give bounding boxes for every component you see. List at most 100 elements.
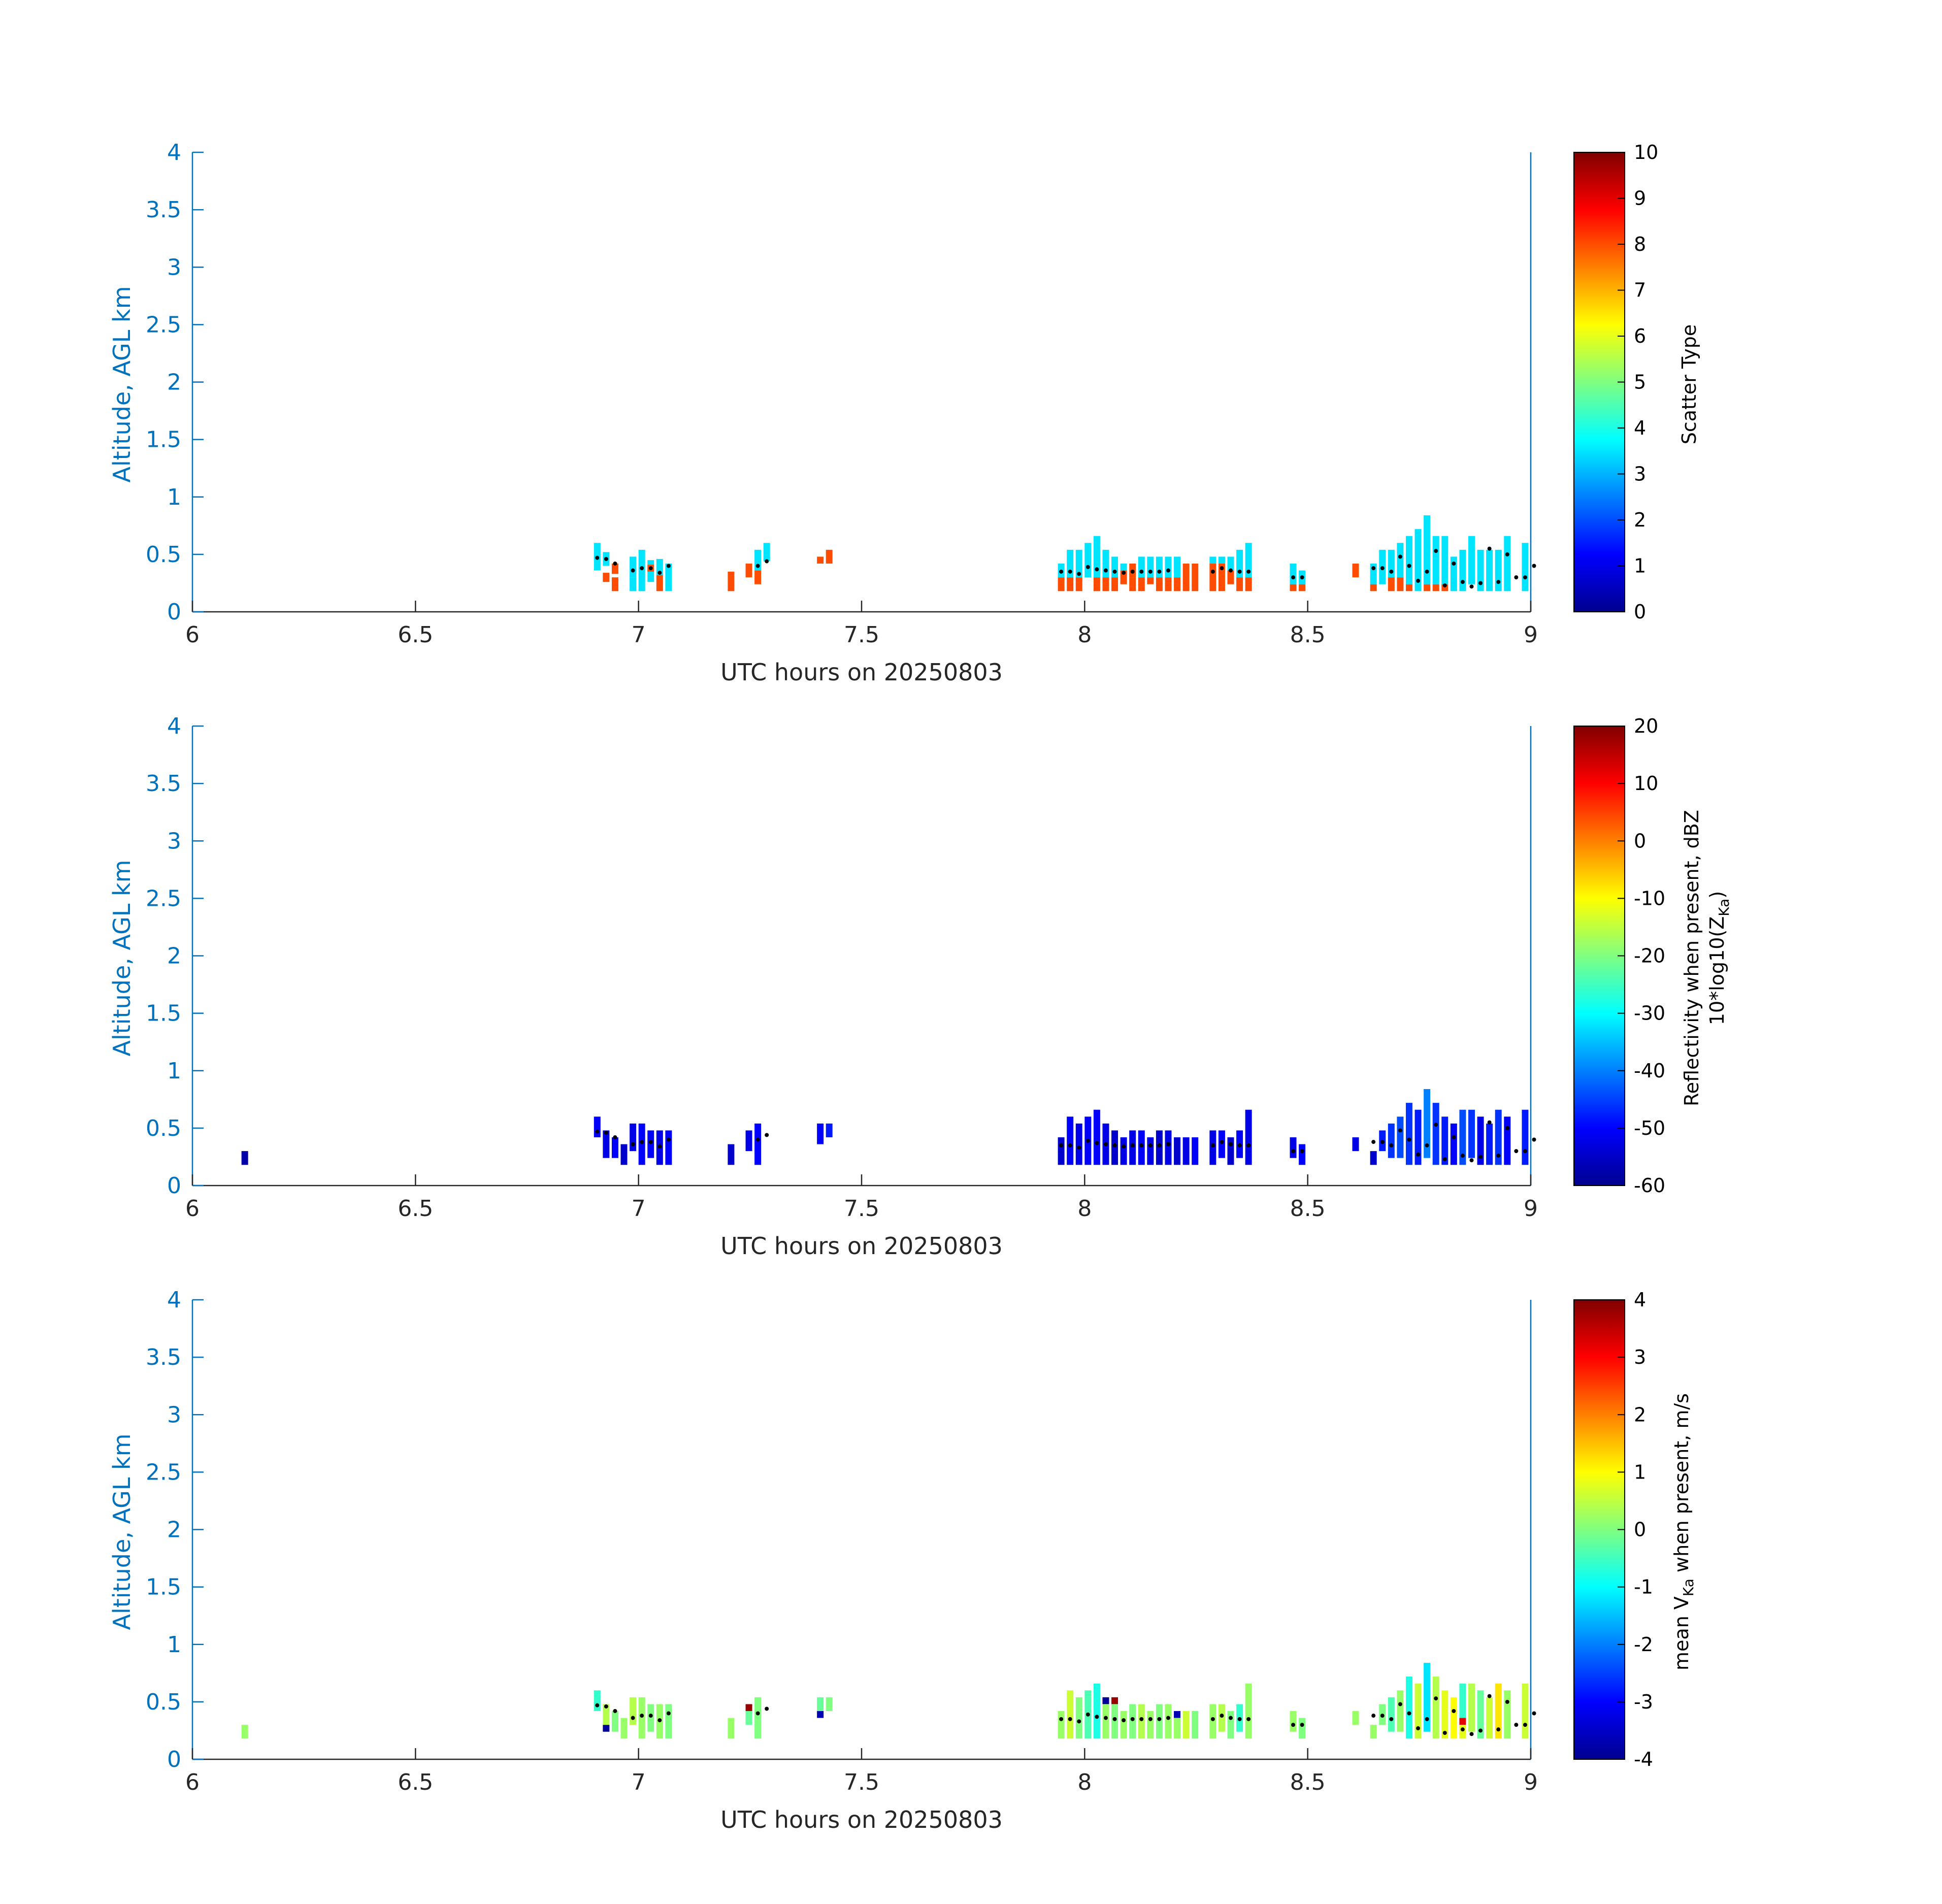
y-axis-label: Altitude, AGL km [108,286,136,482]
heatmap-cell [1414,1109,1422,1165]
cloud-base-marker [1122,571,1126,575]
cloud-base-marker [1434,549,1438,553]
heatmap-cell [1414,1683,1422,1739]
y-tick-label: 2.5 [146,885,181,911]
colorbar-tick-label: 6 [1634,325,1646,347]
cloud-base-marker [755,564,760,568]
cloud-base-marker [657,1144,662,1149]
cloud-base-marker [1077,1719,1081,1724]
cloud-base-marker [604,1704,608,1709]
cloud-base-marker [666,1137,671,1142]
heatmap-cell [1174,577,1181,592]
heatmap-cell [728,1144,735,1165]
heatmap-cell [1495,549,1502,592]
heatmap-cell [1209,1130,1216,1165]
colorbar [1573,152,1625,612]
x-tick-label: 7 [632,1769,646,1795]
y-tick-label: 3 [167,254,181,280]
cloud-base-marker [1300,575,1304,580]
y-tick-label: 0.5 [146,1689,181,1715]
cloud-base-marker [1398,554,1402,559]
y-tick-label: 2 [167,370,181,396]
x-tick-label: 9 [1524,622,1538,648]
x-tick-label: 6.5 [398,1769,433,1795]
cloud-base-marker [755,1137,760,1142]
x-tick-label: 7.5 [844,1196,879,1222]
heatmap-cell [1245,1109,1252,1165]
cloud-base-marker [1425,1143,1429,1147]
heatmap-cell [1450,1697,1457,1739]
colorbar-tick-label: 5 [1634,371,1646,393]
cloud-base-marker [1300,1149,1304,1154]
cloud-base-markers [595,546,1536,589]
colorbar-label: mean VKa when present, m/s [1670,1393,1697,1670]
heatmap-cell [241,1151,248,1165]
y-tick-label: 3 [167,828,181,854]
heatmap-cell [1495,1109,1502,1165]
cloud-base-marker [1478,1155,1483,1159]
cloud-base-marker [1514,1723,1519,1727]
heatmap-cell [1093,1683,1100,1739]
y-tick-label: 4 [167,1287,181,1313]
heatmap-cell [1147,577,1154,584]
y-tick-label: 3 [167,1402,181,1428]
heatmap-cell [611,577,618,592]
colorbar [1573,726,1625,1186]
cloud-base-marker [1122,1718,1126,1723]
heatmap-cell [1432,536,1439,584]
heatmap-cell [1129,1130,1136,1165]
colorbar-tick-label: -40 [1634,1060,1665,1082]
heatmap-cell [1120,1711,1127,1739]
heatmap-cell [1477,1117,1484,1165]
cloud-base-marker [1112,1717,1117,1721]
heatmap-cell [1459,549,1466,592]
heatmap-cell [1468,536,1475,584]
heatmap-cell [638,1123,645,1165]
heatmap-cell [620,1144,628,1165]
y-tick-label: 2.5 [146,312,181,338]
cloud-base-marker [1085,565,1090,569]
heatmap-cell [1218,563,1225,592]
heatmap-cell [1388,1697,1395,1732]
cloud-base-marker [1380,1714,1385,1718]
cloud-base-marker [631,1142,635,1146]
y-tick-label: 1 [167,1058,181,1084]
y-tick-label: 2 [167,1517,181,1543]
heatmap-cell [1120,563,1127,571]
cloud-base-marker [631,568,635,573]
heatmap-cell [1075,1123,1082,1165]
heatmap-cell [1058,1137,1065,1165]
heatmap-cell [1504,1117,1511,1165]
heatmap-cell [1245,577,1252,592]
x-tick-label: 7 [632,1196,646,1222]
x-tick-label: 8 [1077,1196,1092,1222]
heatmap-cell [1424,1089,1431,1158]
cloud-base-marker [1523,1723,1527,1727]
cloud-base-marker [648,566,653,571]
heatmap-cell [1138,1704,1145,1739]
heatmap-cell [1441,1690,1449,1739]
heatmap-cell [1290,563,1297,584]
heatmap-cell [1067,1117,1074,1165]
colorbar-tick-label: 7 [1634,279,1646,302]
heatmap-cell [1459,1109,1466,1165]
heatmap-cell [1182,1137,1190,1165]
heatmap-cell [1218,1704,1225,1732]
cloud-base-marker [1407,1711,1411,1716]
cloud-base-marker [1112,1143,1117,1147]
heatmap-cell [1182,563,1190,592]
heatmap-cell [1299,584,1306,592]
cloud-base-marker [1532,1711,1536,1716]
cloud-base-marker [1059,1143,1064,1147]
cloud-base-marker [1505,1699,1509,1704]
heatmap-cell [1405,536,1412,584]
heatmap-cell [1459,1683,1466,1718]
cloud-base-marker [1460,1727,1465,1732]
cloud-base-marker [1148,1717,1153,1721]
x-tick-label: 6 [185,1769,200,1795]
colorbar-label-line2: 10*log10(ZKa) [1706,891,1732,1025]
cloud-base-marker [657,1718,662,1723]
cloud-base-marker [1416,578,1421,583]
heatmap-cell [1486,549,1493,592]
cloud-base-marker [1505,552,1509,556]
